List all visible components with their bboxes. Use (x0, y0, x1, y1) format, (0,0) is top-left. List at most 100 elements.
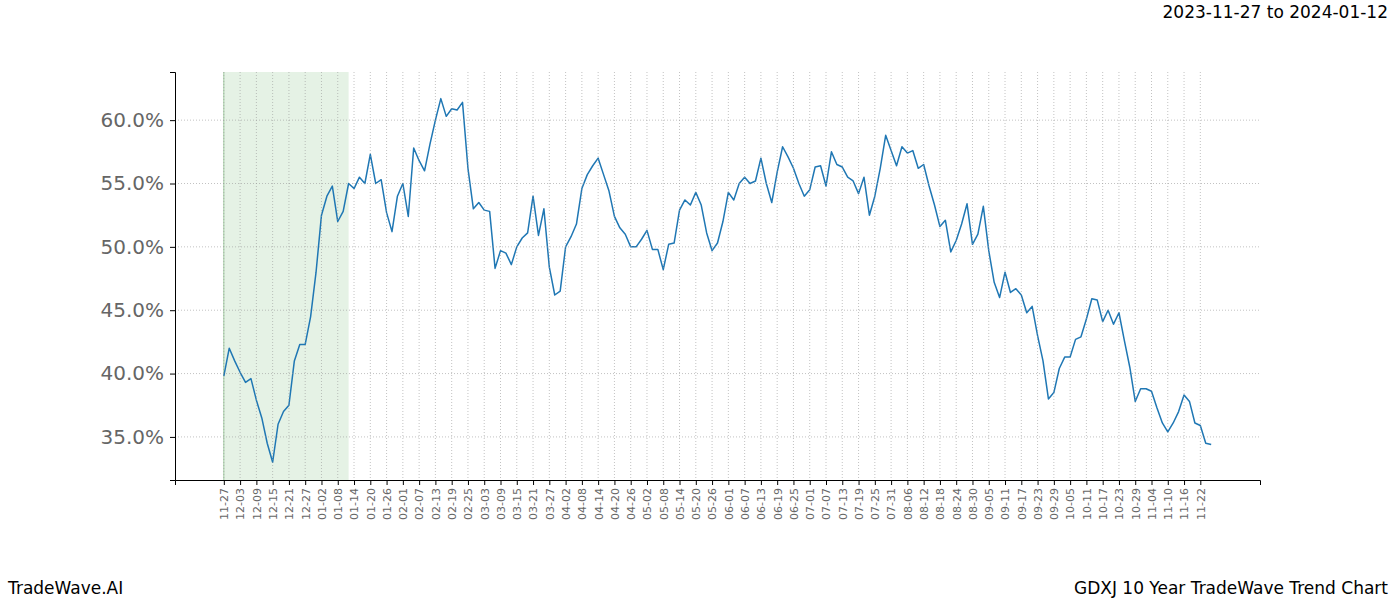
x-tick-label: 10-11 (1081, 488, 1094, 520)
grid-line-x (451, 72, 452, 480)
x-tick-label: 05-08 (658, 488, 671, 520)
x-tick-label: 04-26 (625, 488, 638, 520)
x-tick-label: 12-21 (283, 488, 296, 520)
x-tick-label: 09-05 (983, 488, 996, 520)
y-tick: 55.0% (100, 171, 175, 195)
y-tick: 40.0% (100, 361, 175, 385)
x-tick-label: 04-20 (609, 488, 622, 520)
x-tick-label: 06-07 (739, 488, 752, 520)
x-tick-label: 12-15 (267, 488, 280, 520)
x-tick-label: 11-22 (1195, 488, 1208, 520)
data-line (224, 99, 1211, 463)
chart-container: 35.0%40.0%45.0%50.0%55.0%60.0%11-2712-03… (0, 0, 1400, 600)
x-tick: 06-19 (772, 480, 785, 520)
x-tick: 01-08 (332, 480, 345, 520)
x-tick: 05-26 (706, 480, 719, 520)
x-tick: 09-23 (1032, 480, 1045, 520)
y-tick-mark (170, 437, 175, 438)
grid-line-x (1118, 72, 1119, 480)
x-tick: 04-08 (576, 480, 589, 520)
grid-line-x (1151, 72, 1152, 480)
y-tick-mark (170, 247, 175, 248)
x-tick-mark (1103, 480, 1104, 485)
x-tick-label: 11-04 (1146, 488, 1159, 520)
plot-area (224, 72, 1211, 480)
grid-line-x (663, 72, 664, 480)
x-tick-label: 12-09 (251, 488, 264, 520)
x-tick-label: 08-24 (951, 488, 964, 520)
x-tick-label: 03-03 (479, 488, 492, 520)
grid-line-x (988, 72, 989, 480)
x-tick-label: 06-13 (755, 488, 768, 520)
grid-line-x (1167, 72, 1168, 480)
grid-line-x (500, 72, 501, 480)
x-tick-mark (435, 480, 436, 485)
x-tick: 06-25 (788, 480, 801, 520)
y-tick-label: 50.0% (100, 235, 164, 259)
x-tick-mark (810, 480, 811, 485)
x-tick-mark (1200, 480, 1201, 485)
x-tick-mark (793, 480, 794, 485)
highlight-edge (223, 72, 224, 480)
x-tick: 03-09 (495, 480, 508, 520)
x-tick: 11-04 (1146, 480, 1159, 520)
x-tick-label: 03-15 (511, 488, 524, 520)
x-tick-label: 08-18 (934, 488, 947, 520)
x-tick: 08-12 (918, 480, 931, 520)
x-tick-mark (875, 480, 876, 485)
x-tick: 03-03 (479, 480, 492, 520)
x-tick-mark (387, 480, 388, 485)
x-tick-mark (972, 480, 973, 485)
x-tick-label: 08-06 (902, 488, 915, 520)
x-tick-label: 12-03 (234, 488, 247, 520)
x-tick: 08-30 (967, 480, 980, 520)
x-tick: 04-02 (560, 480, 573, 520)
grid-line-x (874, 72, 875, 480)
x-tick: 01-02 (316, 480, 329, 520)
x-axis-line (176, 481, 1261, 486)
x-tick: 12-15 (267, 480, 280, 520)
x-tick-label: 11-27 (218, 488, 231, 520)
x-tick: 03-27 (544, 480, 557, 520)
x-tick-label: 02-07 (413, 488, 426, 520)
grid-line-x (240, 72, 241, 480)
grid-line-x (419, 72, 420, 480)
x-tick-label: 03-27 (544, 488, 557, 520)
grid-line-x (858, 72, 859, 480)
y-tick-mark (170, 120, 175, 121)
x-tick-label: 09-17 (1016, 488, 1029, 520)
grid-line-x (1070, 72, 1071, 480)
x-tick: 12-09 (251, 480, 264, 520)
x-tick-mark (940, 480, 941, 485)
x-tick-label: 01-20 (365, 488, 378, 520)
grid-line-x (679, 72, 680, 480)
x-tick: 02-01 (397, 480, 410, 520)
grid-line-x (565, 72, 566, 480)
x-tick-mark (321, 480, 322, 485)
grid-line-x (337, 72, 338, 480)
x-tick-label: 09-23 (1032, 488, 1045, 520)
grid-line-x (793, 72, 794, 480)
x-tick: 01-26 (381, 480, 394, 520)
grid-line-y (175, 183, 1260, 184)
x-tick-mark (289, 480, 290, 485)
x-tick-label: 06-01 (723, 488, 736, 520)
x-tick-label: 06-19 (772, 488, 785, 520)
grid-line-x (760, 72, 761, 480)
x-tick-label: 04-08 (576, 488, 589, 520)
x-tick-label: 05-26 (706, 488, 719, 520)
x-tick-mark (338, 480, 339, 485)
x-tick: 07-31 (885, 480, 898, 520)
x-tick: 09-11 (999, 480, 1012, 520)
grid-line-x (712, 72, 713, 480)
x-tick-mark (452, 480, 453, 485)
grid-line-x (272, 72, 273, 480)
grid-line-x (1135, 72, 1136, 480)
x-tick: 09-05 (983, 480, 996, 520)
x-tick-label: 02-01 (397, 488, 410, 520)
x-tick-mark (989, 480, 990, 485)
x-tick: 12-03 (234, 480, 247, 520)
x-tick-label: 07-01 (804, 488, 817, 520)
x-tick-mark (549, 480, 550, 485)
y-tick-label: 60.0% (100, 108, 164, 132)
